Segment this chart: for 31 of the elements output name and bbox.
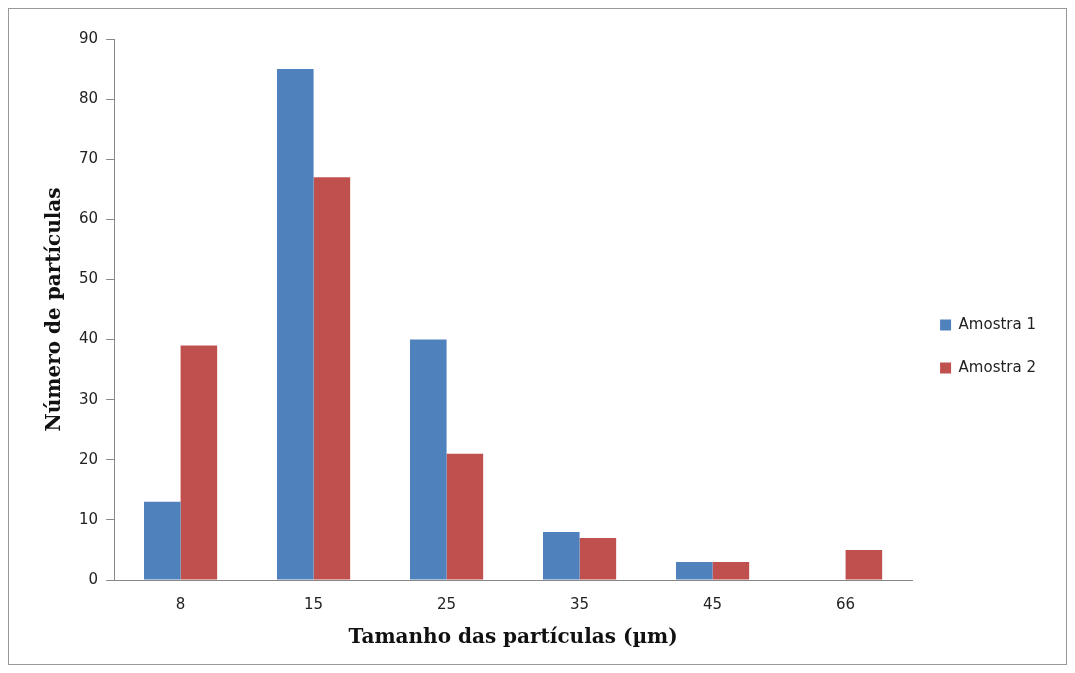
bar (845, 549, 883, 580)
y-tick-label: 70 (78, 149, 99, 168)
bar (543, 531, 580, 580)
x-tick-label: 8 (175, 594, 186, 613)
bar (277, 69, 314, 580)
bar (446, 453, 484, 580)
bar (144, 501, 181, 580)
x-tick-label: 45 (703, 594, 723, 613)
x-tick-label: 15 (304, 594, 324, 613)
legend-label: Amostra 1 (958, 314, 1036, 333)
y-tick-label: 30 (78, 389, 99, 408)
bar (579, 537, 617, 580)
y-tick-label: 80 (78, 89, 99, 107)
bar (410, 339, 447, 580)
y-tick-label: 10 (78, 509, 99, 528)
y-tick-label: 0 (88, 569, 99, 588)
bar (676, 561, 713, 580)
x-axis-title: Tamanho das partículas (µm) (348, 624, 678, 649)
bar (313, 177, 351, 580)
y-tick-label: 50 (78, 269, 99, 288)
y-tick-label: 60 (78, 209, 99, 228)
x-tick-label: 35 (570, 594, 590, 613)
x-tick-label: 25 (437, 594, 457, 613)
y-tick-label: 20 (78, 449, 99, 468)
bar (712, 561, 750, 580)
x-tick-label: 66 (836, 594, 856, 613)
legend-label: Amostra 2 (958, 357, 1036, 376)
y-tick-label: 40 (78, 329, 99, 348)
bar (180, 345, 218, 580)
y-axis-title: Número de partículas (41, 187, 66, 432)
y-tick-label: 90 (78, 28, 99, 47)
